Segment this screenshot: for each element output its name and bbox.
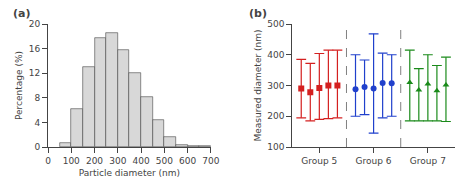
svg-text:700: 700 [202, 156, 219, 166]
svg-text:Measured diameter (nm): Measured diameter (nm) [253, 30, 263, 142]
svg-text:100: 100 [63, 156, 80, 166]
svg-text:300: 300 [267, 81, 284, 91]
svg-text:400: 400 [132, 156, 149, 166]
svg-text:Percentage (%): Percentage (%) [14, 51, 24, 120]
svg-text:(a): (a) [13, 7, 30, 20]
svg-text:Group 7: Group 7 [410, 156, 446, 166]
svg-text:20: 20 [29, 19, 41, 29]
svg-text:(b): (b) [249, 7, 267, 20]
svg-text:4: 4 [34, 118, 40, 128]
svg-text:Group 6: Group 6 [356, 156, 392, 166]
svg-text:600: 600 [179, 156, 196, 166]
svg-text:200: 200 [267, 111, 284, 121]
svg-text:100: 100 [267, 142, 284, 152]
svg-text:Group 5: Group 5 [301, 156, 337, 166]
svg-text:500: 500 [267, 19, 284, 29]
svg-text:200: 200 [86, 156, 103, 166]
svg-text:12: 12 [29, 68, 40, 78]
svg-text:Particle diameter (nm): Particle diameter (nm) [79, 168, 180, 178]
svg-text:400: 400 [267, 50, 284, 60]
svg-text:500: 500 [156, 156, 173, 166]
svg-text:0: 0 [45, 156, 51, 166]
svg-text:300: 300 [109, 156, 126, 166]
svg-text:16: 16 [29, 44, 41, 54]
svg-text:8: 8 [34, 93, 40, 103]
svg-text:0: 0 [34, 142, 40, 152]
